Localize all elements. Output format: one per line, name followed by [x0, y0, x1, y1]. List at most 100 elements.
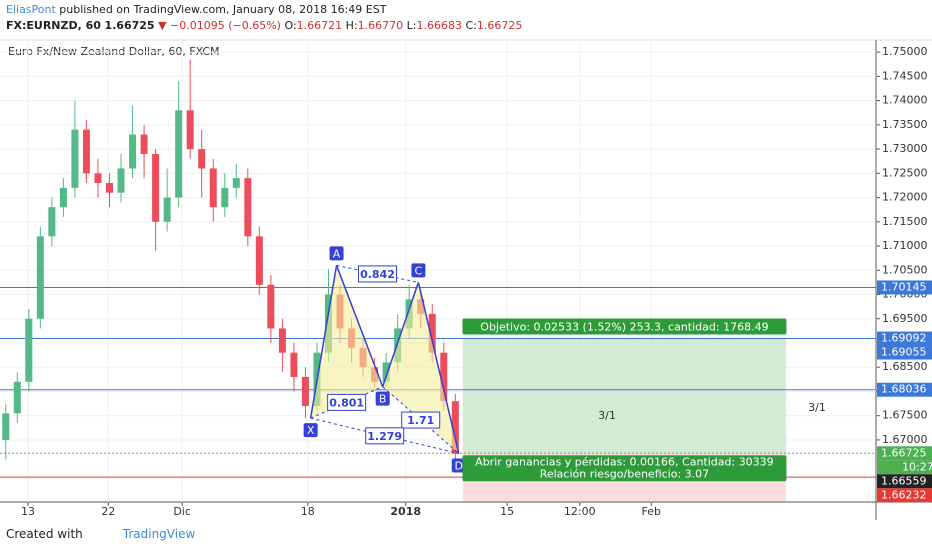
candle-body: [198, 149, 206, 169]
pattern-fill: [382, 282, 459, 454]
pattern-point-box: [451, 458, 466, 473]
published: published on TradingView.com, January 08…: [59, 3, 387, 16]
y-tick-label: 1.75000: [882, 45, 928, 58]
countdown: 10:27: [902, 460, 932, 473]
brand[interactable]: TradingView: [122, 527, 196, 541]
y-tick-label: 1.70500: [882, 263, 928, 276]
candle-body: [232, 178, 240, 188]
ohlc-key: H:: [345, 19, 358, 32]
candle-body: [163, 197, 171, 222]
candle-body: [129, 134, 137, 169]
chart-title: Euro Fx/New Zealand Dollar, 60, FXCM: [8, 45, 220, 58]
pattern-ratio-line: [336, 264, 419, 283]
pattern-point-label: D: [455, 460, 463, 473]
x-tick-label: 13: [21, 505, 35, 518]
y-tick-label: 1.71000: [882, 239, 928, 252]
ratio-label: 1.71: [407, 414, 434, 427]
ratio-box: [365, 427, 405, 445]
candle-body: [255, 236, 263, 285]
ohlc-value: 1.66721: [296, 19, 343, 32]
y-tick-label: 1.74000: [882, 94, 928, 107]
y-tick-label: 1.67000: [882, 433, 928, 446]
ratio-box: [327, 393, 367, 411]
countdown-box: [877, 460, 932, 475]
created: Created with: [6, 527, 83, 541]
pattern-leg: [381, 282, 420, 387]
price-label-box: [877, 446, 932, 461]
ohlc-key: O:: [284, 19, 297, 32]
price-label-box: [877, 488, 932, 503]
x-tick-label: 2018: [390, 505, 421, 518]
y-tick-label: 1.71500: [882, 215, 928, 228]
candle-body: [451, 401, 459, 454]
price-label: 1.69055: [881, 346, 927, 359]
ratio-box: [401, 411, 441, 429]
ratio-box: [357, 265, 397, 283]
y-tick-label: 1.69500: [882, 312, 928, 325]
candle-body: [440, 352, 448, 402]
price-label: 1.66232: [881, 488, 927, 501]
price-label-box: [877, 382, 932, 397]
candle-body: [117, 168, 125, 193]
price-label: 1.66725: [881, 446, 927, 459]
candle-body: [36, 236, 44, 319]
candle-body: [2, 413, 10, 440]
candle-body: [221, 187, 229, 208]
price-label: 1.68036: [881, 383, 927, 396]
ohlc-key: L:: [406, 19, 417, 32]
x-tick-label: Dic: [173, 505, 191, 518]
annotation: 3/1: [808, 401, 826, 414]
y-tick-label: 1.72500: [882, 166, 928, 179]
pattern-point-label: A: [333, 247, 341, 260]
candle-body: [301, 376, 309, 407]
target-label-box: [462, 318, 787, 335]
annotation: 3/1: [598, 409, 616, 422]
ohlc-value: 1.66725: [476, 19, 523, 32]
ohlc-value: 1.66683: [416, 19, 462, 32]
candle-body: [290, 352, 298, 377]
candle-body: [209, 168, 217, 208]
y-tick-label: 1.67500: [882, 409, 928, 422]
pattern-point-label: C: [415, 264, 423, 277]
ratio-label: 0.842: [360, 268, 395, 281]
price-label: 1.66559: [881, 474, 927, 487]
pattern-point-label: X: [307, 424, 315, 437]
candle-body: [71, 129, 79, 188]
ohlc: O:1.66721 H:1.66770 L:1.66683 C:1.66725: [284, 19, 522, 32]
price-label: 1.69092: [881, 332, 927, 345]
candle-body: [48, 207, 56, 237]
candle-body: [140, 134, 148, 154]
last: 1.66725: [104, 19, 155, 32]
author[interactable]: EliasPont: [6, 3, 56, 16]
ohlc-value: 1.66770: [357, 19, 404, 32]
ratio-label: 0.801: [329, 396, 364, 409]
ratio-label: 1.279: [367, 430, 402, 443]
candle-body: [278, 328, 286, 353]
candle-body: [82, 129, 90, 174]
pattern-point-label: B: [379, 393, 387, 406]
candle-body: [186, 110, 194, 150]
price-label-box: [877, 280, 932, 295]
candle-body: [94, 173, 102, 184]
candle-body: [267, 284, 275, 329]
x-tick-label: Feb: [641, 505, 660, 518]
candle-body: [428, 313, 436, 353]
position-label: Abrir ganancias y pérdidas: 0.00166, Can…: [475, 455, 774, 468]
pattern-fill: [310, 265, 383, 419]
pattern-ratio-line: [310, 417, 459, 455]
candle-body: [25, 318, 33, 382]
y-tick-label: 1.73500: [882, 118, 928, 131]
candle-body: [175, 110, 183, 198]
candle-body: [244, 178, 252, 237]
candle-body: [152, 153, 160, 222]
footer: Created with TradingView: [6, 527, 195, 541]
candle-body: [382, 362, 390, 382]
pattern-point-box: [411, 263, 426, 278]
price-label: 1.70145: [881, 280, 927, 293]
x-tick-label: 18: [301, 505, 315, 518]
price-label-box: [877, 474, 932, 489]
header: EliasPont published on TradingView.com, …: [6, 2, 522, 34]
x-tick-label: 15: [500, 505, 514, 518]
pattern-leg: [417, 282, 460, 454]
target-zone: [462, 338, 787, 454]
